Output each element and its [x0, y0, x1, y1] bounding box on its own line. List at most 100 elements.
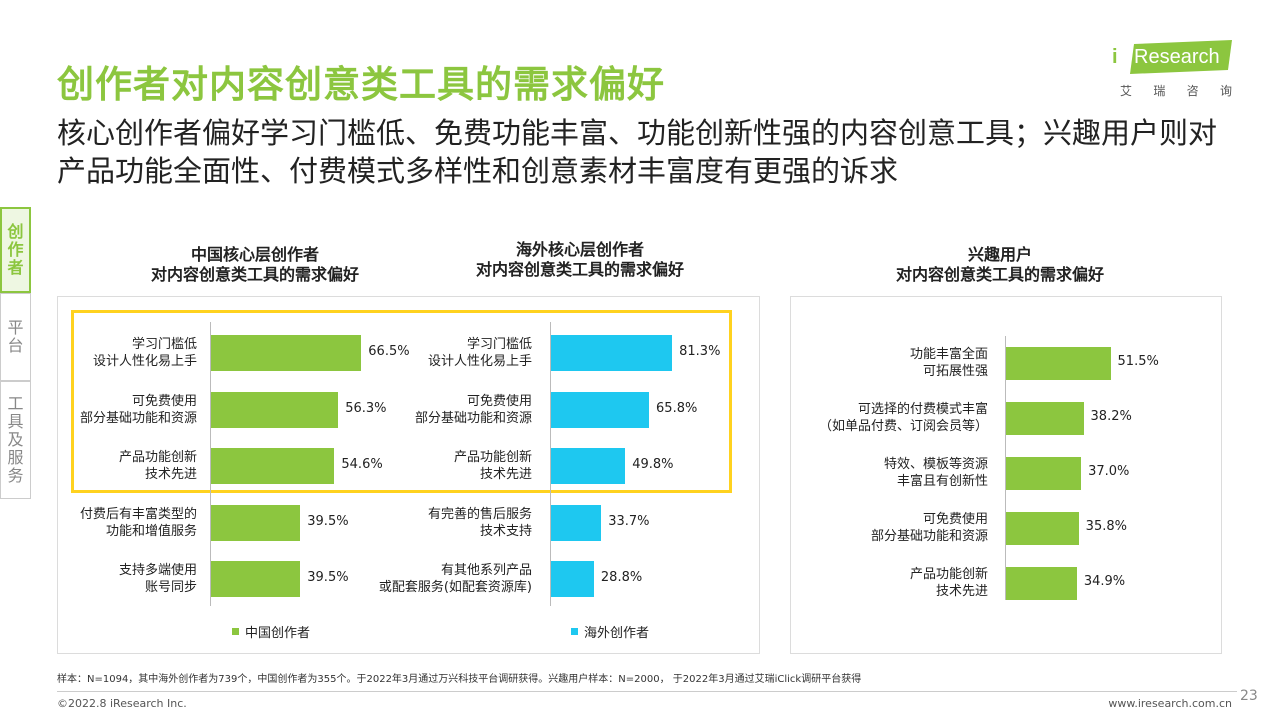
category-label-line: 可免费使用	[131, 393, 197, 409]
category-label: 付费后有丰富类型的 功能和增值服务	[80, 506, 197, 540]
bar-overseas	[551, 391, 650, 428]
chart-title-line: 对内容创意类工具的需求偏好	[150, 265, 359, 284]
bar-interest	[1006, 346, 1111, 380]
category-label: 学习门槛低设计人性化易上手	[93, 336, 197, 370]
logo-cn-char: 瑞	[1153, 84, 1166, 98]
category-label: 有完善的售后服务 技术支持	[428, 506, 532, 540]
category-label: 有其他系列产品或配套服务(如配套资源库)	[379, 562, 532, 596]
category-label-line: 技术先进	[144, 467, 197, 482]
side-tab-platform[interactable]: 平台	[0, 293, 31, 381]
category-label-line: 产品功能创新	[909, 567, 988, 582]
category-label: 可免费使用 部分基础功能和资源	[80, 393, 197, 427]
logo-i: i	[1112, 46, 1118, 68]
category-label-line: 或配套服务(如配套资源库)	[378, 580, 532, 595]
bar-china	[211, 561, 301, 597]
category-label-line: 可拓展性强	[922, 364, 988, 379]
category-label: 可免费使用 部分基础功能和资源	[415, 393, 532, 427]
side-nav: 创作者 平台 工具及服务	[0, 207, 31, 499]
sample-note: 样本：N=1094，其中海外创作者为739个，中国创作者为355个。于2022年…	[57, 674, 862, 685]
logo-banner-icon	[1130, 40, 1232, 74]
data-label: 49.8%	[632, 457, 674, 472]
bar-china	[211, 504, 301, 541]
bar-interest	[1006, 511, 1079, 545]
data-label: 28.8%	[600, 570, 643, 585]
logo-cn-char: 艾	[1120, 84, 1133, 98]
category-label-line: 部分基础功能和资源	[870, 529, 988, 544]
category-label-line: 学习门槛低	[466, 337, 532, 352]
side-tab-creator[interactable]: 创作者	[0, 207, 31, 293]
category-label-line: 技术支持	[479, 523, 532, 539]
chart-title-interest-users: 兴趣用户 对内容创意类工具的需求偏好	[850, 245, 1150, 285]
chart-title-line: 海外核心层创作者	[515, 240, 644, 259]
bar-china	[211, 448, 335, 484]
chart-title-line: 对内容创意类工具的需求偏好	[475, 260, 684, 279]
side-tab-char: 者	[7, 258, 24, 277]
category-label-line: 功能丰富全面	[909, 347, 988, 362]
axis-line-overseas	[550, 322, 551, 606]
category-label: 支持多端使用 账号同步	[119, 562, 197, 596]
data-label: 39.5%	[307, 513, 349, 529]
axis-line-china	[210, 322, 211, 606]
bar-overseas	[551, 504, 602, 541]
data-label: 56.3%	[345, 400, 387, 416]
category-label: 可免费使用部分基础功能和资源	[871, 511, 988, 545]
category-label: 学习门槛低设计人性化易上手	[428, 336, 532, 370]
data-label: 66.5%	[368, 344, 410, 359]
data-label: 34.9%	[1083, 574, 1126, 589]
category-label-line: 付费后有丰富类型的	[79, 506, 197, 522]
chart-title-china-creators: 中国核心层创作者 对内容创意类工具的需求偏好	[110, 245, 400, 285]
bar-interest	[1006, 456, 1082, 490]
data-label: 37.0%	[1088, 464, 1130, 479]
footer-divider	[57, 691, 1237, 692]
category-label-line: 设计人性化易上手	[92, 354, 197, 369]
logo-chinese-name: 艾 瑞 咨 询	[1120, 82, 1232, 99]
bar-interest	[1006, 566, 1077, 600]
category-label-line: 技术先进	[935, 584, 988, 599]
category-label: 可选择的付费模式丰富 （如单品付费、订阅会员等）	[819, 401, 988, 435]
legend-label-china: 中国创作者	[245, 626, 311, 641]
category-label-line: 设计人性化易上手	[427, 354, 532, 369]
category-label-line: 有其他系列产品	[440, 563, 532, 578]
category-label-line: 可免费使用	[466, 393, 532, 409]
data-label: 65.8%	[656, 400, 698, 416]
category-label-line: 特效、模板等资源	[883, 457, 988, 472]
website-link[interactable]: www.iresearch.com.cn	[1108, 697, 1232, 710]
chart-title-line: 中国核心层创作者	[190, 245, 319, 264]
data-label: 35.8%	[1085, 519, 1127, 534]
category-label-line: 技术先进	[479, 467, 532, 482]
data-label: 39.5%	[307, 570, 349, 585]
category-label-line: 可免费使用	[922, 512, 988, 527]
logo-text: Research	[1134, 46, 1220, 68]
category-label: 产品功能创新技术先进	[454, 449, 532, 483]
side-tab-char: 及	[7, 430, 24, 449]
logo-cn-char: 咨	[1186, 84, 1199, 98]
category-label-line: 部分基础功能和资源	[414, 410, 532, 426]
category-label-line: 学习门槛低	[131, 337, 197, 352]
side-tab-char: 务	[7, 466, 24, 485]
data-label: 38.2%	[1090, 409, 1132, 424]
bar-overseas	[551, 561, 594, 597]
side-tab-char: 作	[7, 240, 24, 259]
side-tab-char: 创	[7, 222, 24, 241]
chart-title-line: 兴趣用户	[967, 245, 1032, 264]
legend-china: 中国创作者	[232, 622, 310, 641]
data-label: 33.7%	[608, 513, 650, 529]
category-label-line: 有完善的售后服务	[427, 506, 532, 522]
category-label-line: （如单品付费、订阅会员等）	[818, 419, 988, 434]
copyright: ©2022.8 iResearch Inc.	[57, 697, 187, 710]
chart-title-overseas-creators: 海外核心层创作者 对内容创意类工具的需求偏好	[430, 240, 730, 280]
page-title: 创作者对内容创意类工具的需求偏好	[57, 63, 665, 106]
category-label-line: 产品功能创新	[453, 450, 532, 465]
data-label: 54.6%	[341, 457, 383, 472]
bar-interest	[1006, 401, 1084, 435]
category-label: 产品功能创新技术先进	[910, 566, 988, 600]
side-tab-char: 台	[7, 336, 24, 355]
category-label-line: 可选择的付费模式丰富	[857, 402, 988, 417]
iresearch-logo: i Research 艾 瑞 咨 询	[1112, 40, 1232, 100]
side-tab-char: 服	[7, 448, 24, 467]
bar-overseas	[551, 335, 673, 371]
page-number: 23	[1240, 688, 1258, 704]
side-tab-tools-services[interactable]: 工具及服务	[0, 381, 31, 499]
category-label-line: 支持多端使用	[118, 563, 197, 578]
data-label: 51.5%	[1117, 354, 1159, 369]
